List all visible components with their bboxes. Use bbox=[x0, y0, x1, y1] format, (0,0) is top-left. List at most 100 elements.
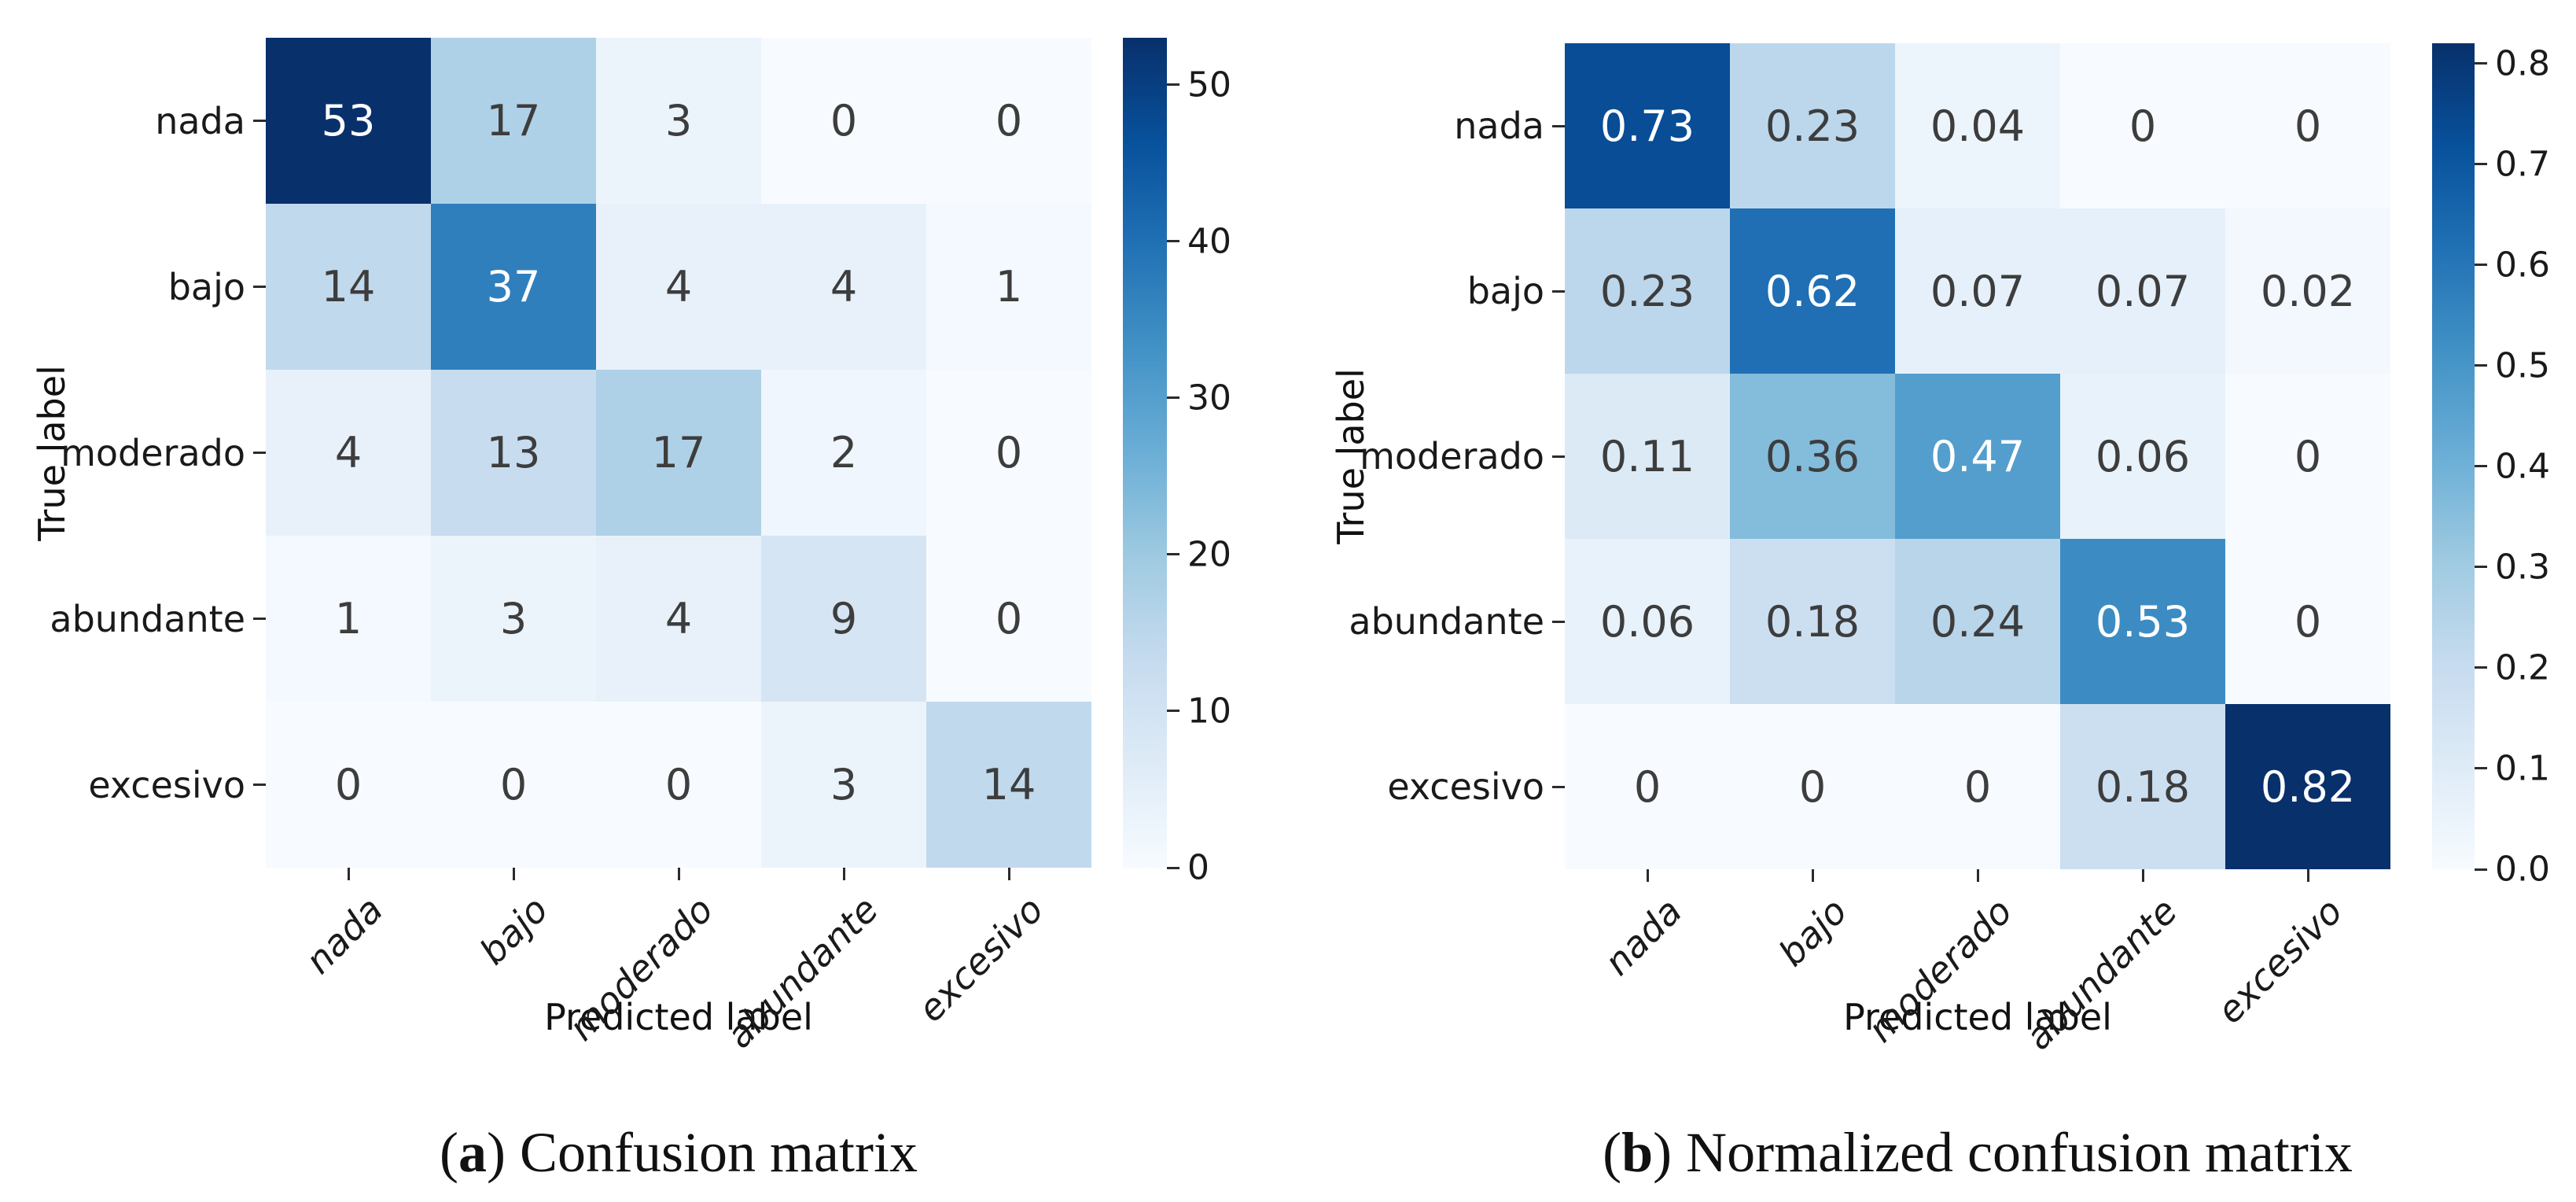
colorbar bbox=[1123, 38, 1167, 868]
y-tick-mark bbox=[253, 120, 266, 122]
colorbar-tick-label: 0.2 bbox=[2495, 647, 2550, 688]
matrix-cell: 0.53 bbox=[2060, 539, 2225, 704]
cell-value: 0 bbox=[334, 760, 362, 809]
colorbar-tick-label: 30 bbox=[1187, 378, 1231, 418]
x-axis-title: Predicted label bbox=[544, 996, 813, 1038]
cell-value: 0 bbox=[1633, 761, 1662, 812]
cell-value: 3 bbox=[499, 594, 528, 643]
matrix-cell: 0 bbox=[2225, 374, 2390, 539]
matrix-cell: 14 bbox=[266, 204, 431, 370]
colorbar-tick-mark bbox=[2475, 163, 2487, 166]
cell-value: 0.36 bbox=[1765, 431, 1860, 481]
caption: (b) Normalized confusion matrix bbox=[1603, 1120, 2353, 1185]
y-tick-label: moderado bbox=[61, 431, 245, 474]
cell-value: 0.07 bbox=[2095, 266, 2191, 316]
cell-value: 14 bbox=[321, 262, 376, 312]
heatmap-matrix: 53 17 3 0 0 14 37 4 4 1 4 13 17 2 0 1 3 4 9 0 0 0 0 3 14 bbox=[266, 38, 1091, 868]
matrix-cell: 0 bbox=[596, 702, 761, 868]
matrix-cell: 0 bbox=[2225, 43, 2390, 208]
cell-value: 37 bbox=[486, 262, 541, 312]
x-tick-mark bbox=[1007, 868, 1010, 880]
colorbar-tick-mark bbox=[1167, 83, 1179, 87]
x-tick-label: nada bbox=[296, 888, 392, 983]
cell-value: 3 bbox=[664, 96, 693, 146]
y-tick-mark bbox=[1552, 620, 1565, 623]
matrix-cell: 0.62 bbox=[1730, 208, 1895, 374]
x-tick-mark bbox=[347, 868, 350, 880]
caption-letter: b bbox=[1621, 1121, 1654, 1184]
cell-value: 0 bbox=[995, 96, 1023, 146]
x-tick-mark bbox=[2141, 869, 2144, 882]
matrix-cell: 0.36 bbox=[1730, 374, 1895, 539]
matrix-cell: 0.07 bbox=[1895, 208, 2060, 374]
heatmap-matrix: 0.73 0.23 0.04 0 0 0.23 0.62 0.07 0.07 0.02 0.11 0.… bbox=[1565, 43, 2390, 869]
cell-value: 3 bbox=[830, 760, 858, 809]
cell-value: 0.23 bbox=[1765, 101, 1860, 151]
y-tick-mark bbox=[253, 784, 266, 786]
y-tick-label: excesivo bbox=[88, 763, 245, 806]
caption: (a) Confusion matrix bbox=[440, 1120, 918, 1185]
cell-value: 0.04 bbox=[1930, 101, 2026, 151]
cell-value: 0 bbox=[2294, 101, 2322, 151]
matrix-cell: 0 bbox=[926, 38, 1091, 204]
cell-value: 0.53 bbox=[2095, 596, 2191, 647]
y-tick-label: moderado bbox=[1360, 435, 1544, 477]
colorbar-tick-label: 0.3 bbox=[2495, 547, 2550, 588]
colorbar-tick-mark bbox=[2475, 868, 2487, 871]
panel-a-confusion-matrix: True label 53 17 3 0 0 14 37 4 4 1 4 13 17 2 0 1 3 4 9 0 0 0 0… bbox=[31, 38, 1231, 1185]
y-tick-mark bbox=[253, 452, 266, 454]
matrix-cell: 0 bbox=[926, 370, 1091, 536]
colorbar-tick-label: 40 bbox=[1187, 221, 1231, 262]
matrix-cell: 37 bbox=[431, 204, 596, 370]
cell-value: 0.02 bbox=[2260, 266, 2356, 316]
caption-letter: a bbox=[458, 1121, 488, 1184]
colorbar-tick-mark bbox=[2475, 62, 2487, 65]
matrix-cell: 17 bbox=[431, 38, 596, 204]
x-tick-mark bbox=[1646, 869, 1649, 882]
matrix-cell: 0.11 bbox=[1565, 374, 1730, 539]
colorbar-tick-mark bbox=[2475, 566, 2487, 569]
matrix-cell: 0 bbox=[1895, 704, 2060, 869]
y-tick-mark bbox=[1552, 455, 1565, 458]
matrix-cell: 4 bbox=[266, 370, 431, 536]
matrix-cell: 0.23 bbox=[1565, 208, 1730, 374]
x-tick-mark bbox=[2306, 869, 2309, 882]
matrix-cell: 0.18 bbox=[1730, 539, 1895, 704]
cell-value: 0 bbox=[830, 96, 858, 146]
colorbar-tick-label: 0.6 bbox=[2495, 245, 2550, 286]
y-tick-label: nada bbox=[155, 99, 245, 142]
matrix-cell: 0 bbox=[761, 38, 926, 204]
matrix-cell: 3 bbox=[761, 702, 926, 868]
cell-value: 1 bbox=[334, 594, 362, 643]
cell-value: 9 bbox=[830, 594, 858, 643]
cell-value: 0.47 bbox=[1930, 431, 2026, 481]
matrix-cell: 53 bbox=[266, 38, 431, 204]
colorbar-tick-label: 0 bbox=[1187, 847, 1209, 888]
matrix-cell: 0.02 bbox=[2225, 208, 2390, 374]
colorbar-tick-mark bbox=[1167, 710, 1179, 713]
x-axis-title: Predicted label bbox=[1843, 996, 2112, 1038]
colorbar-tick-label: 0.7 bbox=[2495, 144, 2550, 185]
cell-value: 0 bbox=[664, 760, 693, 809]
matrix-cell: 0.18 bbox=[2060, 704, 2225, 869]
matrix-cell: 0.06 bbox=[1565, 539, 1730, 704]
colorbar-tick-mark bbox=[2475, 264, 2487, 267]
matrix-cell: 0.06 bbox=[2060, 374, 2225, 539]
y-tick-label: bajo bbox=[1466, 270, 1544, 312]
cell-value: 0 bbox=[499, 760, 528, 809]
matrix-cell: 3 bbox=[596, 38, 761, 204]
matrix-cell: 4 bbox=[596, 204, 761, 370]
cell-value: 53 bbox=[321, 96, 376, 146]
matrix-cell: 2 bbox=[761, 370, 926, 536]
colorbar-tick-label: 20 bbox=[1187, 534, 1231, 575]
x-tick-mark bbox=[677, 868, 680, 880]
cell-value: 4 bbox=[830, 262, 858, 312]
cell-value: 0.06 bbox=[2095, 431, 2191, 481]
cell-value: 4 bbox=[334, 428, 362, 477]
colorbar-tick-label: 0.1 bbox=[2495, 748, 2550, 789]
y-tick-label: nada bbox=[1454, 105, 1544, 147]
matrix-cell: 0 bbox=[1565, 704, 1730, 869]
cell-value: 0 bbox=[995, 594, 1023, 643]
cell-value: 4 bbox=[664, 594, 693, 643]
colorbar-tick-label: 0.0 bbox=[2495, 849, 2550, 890]
